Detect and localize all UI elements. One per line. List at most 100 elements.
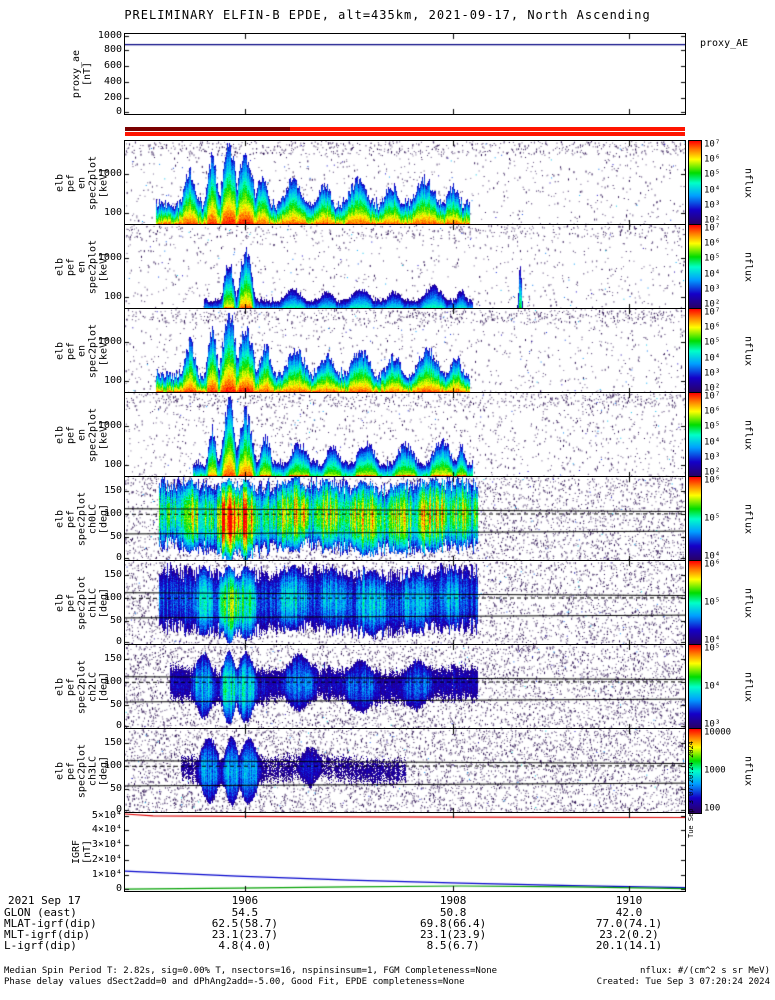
panel-en-spec2plot-ch1: elb pef en spec2plot [keV] 1000 100 10⁷ 10⁶ 10⁵ 10… <box>0 223 775 310</box>
colorbar-tick-label: 10³ <box>704 719 721 730</box>
colorbar-spec2plot-ch1LC <box>688 560 702 646</box>
colorbar-tick-label: 10⁷ <box>704 223 721 234</box>
colorbar-tick-label: 1000 <box>704 765 726 776</box>
plot-canvas-spec2plot-ch3LC <box>125 729 685 813</box>
plot-canvas-spec2plot-ch1LC <box>125 561 685 645</box>
panel-spec2plot-ch3LC: elb pef spec2plot ch3LC [deg] 150 100 50 0 10000 1… <box>0 728 775 816</box>
colorbar-en-spec2plot-ch0 <box>688 140 702 226</box>
proxy-ae-right-label: proxy_AE <box>700 38 749 49</box>
ylabel-line: elb <box>54 257 66 277</box>
colorbar-tick-label: 10² <box>704 383 721 394</box>
ephemeris-row-label: L-igrf(dip) <box>4 939 77 952</box>
ylabel-line: spec2plot <box>87 155 99 211</box>
colorbar-spec2plot-ch2LC <box>688 644 702 730</box>
availability-bar-0 <box>125 127 685 131</box>
plot-area-en-spec2plot-ch3 <box>124 392 686 478</box>
ylabel-line: en <box>76 176 88 190</box>
ylabel-line: [nT] <box>82 61 93 87</box>
ylabel-line: [keV] <box>98 335 110 367</box>
ephemeris-value: 54.5 <box>231 906 259 919</box>
ephemeris-value: 20.1(14.1) <box>595 939 663 952</box>
plot-canvas-proxy-ae <box>125 34 685 114</box>
colorbar-axis-label: nflux <box>742 503 754 535</box>
availability-bar-1 <box>125 132 685 136</box>
yaxis-tick-label: 50 <box>109 699 122 711</box>
ylabel-line: [keV] <box>98 419 110 451</box>
colorbar-spec2plot-ch3LC <box>688 728 702 814</box>
ephemeris-value: 42.0 <box>615 906 643 919</box>
availability-segment <box>290 127 685 131</box>
colorbar-axis-label: nflux <box>742 587 754 619</box>
xaxis-date-label: 2021 Sep 17 <box>8 894 81 907</box>
xaxis-tick-label: 1908 <box>439 894 467 907</box>
ylabel-line: spec2plot <box>87 323 99 379</box>
plot-area-spec2plot-ch0LC <box>124 476 686 562</box>
colorbar-tick-label: 10⁴ <box>704 551 721 562</box>
colorbar-en-spec2plot-ch2 <box>688 308 702 394</box>
yaxis-tick-label: 600 <box>103 60 122 71</box>
ylabel-line: elb <box>54 425 66 445</box>
ephemeris-value: 62.5(58.7) <box>211 917 278 930</box>
yaxis-tick-label: 4×10⁴ <box>91 824 122 836</box>
colorbar-tick-label: 10⁴ <box>704 437 721 448</box>
ylabel-line: proxy_ae <box>71 49 82 99</box>
colorbar-axis-label: nflux <box>742 251 754 283</box>
colorbar-tick-label: 10⁴ <box>704 635 721 646</box>
ylabel-text: elb pef en spec2plot [keV] <box>55 408 110 462</box>
ylabel-text: elb pef en spec2plot [keV] <box>55 324 110 378</box>
yaxis-tick-label: 200 <box>103 92 122 103</box>
ylabel-line: en <box>76 428 88 442</box>
colorbar-tick-label: 10⁵ <box>704 253 721 264</box>
plot-canvas-spec2plot-ch2LC <box>125 645 685 729</box>
panel-proxy-ae: proxy_ae [nT] 1000 800 600 400 200 0 proxy_AE <box>0 30 775 116</box>
xaxis-tick-label: 1906 <box>231 894 259 907</box>
colorbar-tick-label: 10⁶ <box>704 322 721 333</box>
colorbar-tick-label: 10⁵ <box>704 169 721 180</box>
colorbar-tick-label: 10³ <box>704 284 721 295</box>
ylabel-line: en <box>76 344 88 358</box>
colorbar-tick-label: 10⁶ <box>704 154 721 165</box>
colorbar-tick-label: 10⁵ <box>704 597 721 608</box>
ephemeris-value: 4.8(4.0) <box>218 939 272 952</box>
colorbar-tick-label: 10⁴ <box>704 353 721 364</box>
colorbar-tick-label: 10² <box>704 299 721 310</box>
ephemeris-value: 23.1(23.7) <box>211 928 278 941</box>
colorbar-tick-label: 10⁶ <box>704 406 721 417</box>
colorbar-tick-label: 10⁵ <box>704 513 721 524</box>
yaxis-tick-label: 100 <box>103 375 122 387</box>
colorbar-tick-label: 10⁴ <box>704 185 721 196</box>
yaxis-tick-label: 150 <box>103 485 122 497</box>
footer-phase-delay-line: Phase delay values dSect2add=0 and dPhAn… <box>4 977 465 987</box>
yaxis-tick-label: 1000 <box>97 30 122 42</box>
ephemeris-row: L-igrf(dip) 4.8(4.0) 8.5(6.7) 20.1(14.1) <box>0 940 775 951</box>
colorbar-tick-label: 10² <box>704 215 721 226</box>
ephemeris-row-label: MLAT-igrf(dip) <box>4 917 97 930</box>
yaxis-tick-label: 100 <box>103 759 122 771</box>
yaxis-tick-label: 0 <box>115 804 122 816</box>
ylabel-line: pef <box>65 341 77 361</box>
footer-spin-period-line: Median Spin Period T: 2.82s, sig=0.00% T… <box>4 966 498 976</box>
ylabel-line: en <box>76 260 88 274</box>
ylabel-line: elb <box>54 341 66 361</box>
colorbar-tick-label: 10² <box>704 467 721 478</box>
yaxis-tick-label: 1000 <box>97 251 122 263</box>
page-title: PRELIMINARY ELFIN-B EPDE, alt=435km, 202… <box>124 8 651 22</box>
yaxis-tick-label: 100 <box>103 507 122 519</box>
data-availability-bars <box>125 127 685 139</box>
yaxis-tick-label: 150 <box>103 569 122 581</box>
ylabel-text: elb pef en spec2plot [keV] <box>55 156 110 210</box>
yaxis-tick-label: 800 <box>103 44 122 55</box>
plot-canvas-spec2plot-ch0LC <box>125 477 685 561</box>
yaxis-tick-label: 1000 <box>97 419 122 431</box>
ylabel-line: spec2plot <box>87 407 99 463</box>
ephemeris-value: 69.8(66.4) <box>420 917 487 930</box>
colorbar-axis-label: nflux <box>742 671 754 703</box>
panel-spec2plot-ch1LC: elb pef spec2plot ch1LC [deg] 150 100 50 0 10⁶ 10⁵… <box>0 560 775 647</box>
availability-segment <box>125 127 291 131</box>
yaxis-tick-label: 100 <box>103 459 122 471</box>
colorbar-tick-label: 10³ <box>704 200 721 211</box>
yaxis-tick-label: 5×10⁴ <box>91 810 122 822</box>
colorbar-tick-label: 10⁵ <box>704 337 721 348</box>
ephemeris-row-label: GLON (east) <box>4 906 77 919</box>
ylabel-line: pef <box>65 425 77 445</box>
